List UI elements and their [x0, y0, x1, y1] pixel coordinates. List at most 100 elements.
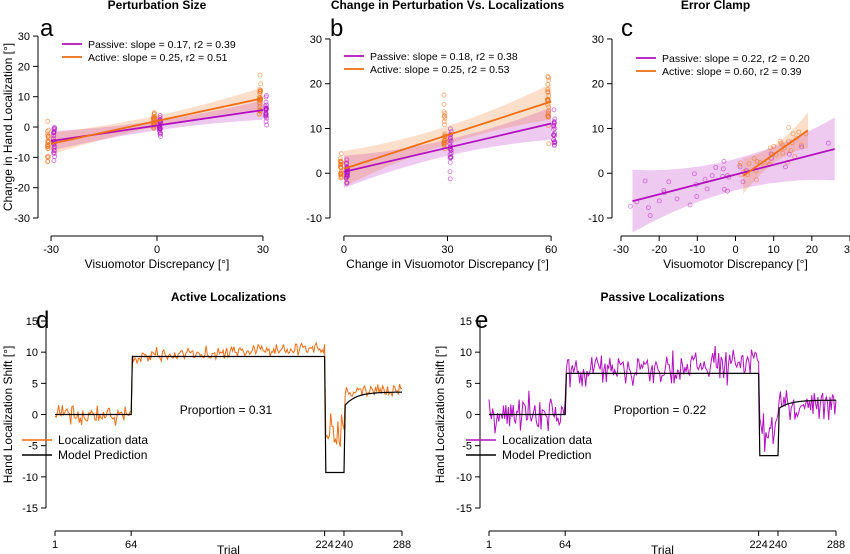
data-point-passive	[448, 135, 454, 141]
legend-entry: Model Prediction	[502, 448, 591, 462]
panel-label: c	[621, 15, 633, 42]
x-axis-label: Trial	[651, 543, 674, 554]
x-tick-label: -10	[689, 244, 705, 256]
y-tick-label: 5	[466, 378, 472, 390]
x-tick-label: -30	[43, 244, 59, 256]
data-point-passive	[51, 130, 57, 136]
data-point-passive	[694, 194, 700, 199]
data-point-active	[788, 148, 794, 154]
data-point-passive	[51, 158, 57, 164]
data-point-active	[45, 154, 51, 160]
data-point-passive	[51, 151, 57, 157]
data-point-active	[338, 170, 344, 176]
data-point-active	[441, 109, 447, 115]
data-point-active	[786, 125, 792, 131]
data-point-active	[545, 110, 551, 116]
data-point-passive	[709, 173, 715, 179]
x-tick-label: 60	[545, 244, 557, 256]
data-point-passive	[551, 132, 557, 137]
data-point-passive	[264, 122, 270, 128]
y-axis-label: Hand Localization Shift [°]	[1, 346, 15, 484]
data-point-active	[546, 141, 552, 147]
data-point-active	[546, 104, 552, 110]
x-tick-label: 64	[559, 539, 571, 551]
panel-label: b	[330, 15, 343, 42]
y-tick-label: 0	[316, 168, 322, 180]
data-point-passive	[656, 198, 662, 204]
data-point-active	[45, 131, 51, 137]
data-point-passive	[344, 174, 350, 180]
panel-c: Error Clamp c -10 0 10 20 30 -30 -20 -10 0 10 20 30 Vi…	[588, 0, 850, 271]
x-tick-label: 1	[52, 539, 58, 551]
chart-title: Perturbation Size	[108, 0, 207, 12]
data-point-passive	[691, 171, 697, 177]
x-tick-label: 30	[844, 244, 850, 256]
data-point-passive	[799, 144, 805, 150]
data-point-passive	[157, 128, 163, 134]
y-tick-label: 30	[592, 34, 604, 46]
legend-entry: Active: slope = 0.60, r2 = 0.39	[662, 66, 802, 78]
y-tick-label: 20	[310, 79, 322, 91]
panel-e: Passive Localizations e -15 -10 -5 0 5 10 15 1 64 2…	[433, 290, 845, 554]
data-point-passive	[674, 196, 680, 202]
x-axis-label: Visuomotor Discrepancy [°]	[85, 257, 230, 271]
data-point-passive	[825, 140, 831, 146]
data-point-active	[777, 138, 783, 144]
data-point-active	[338, 161, 344, 167]
data-point-active	[257, 72, 263, 78]
data-point-passive	[645, 205, 651, 211]
legend-entry: Passive: slope = 0.17, r2 = 0.39	[88, 39, 236, 51]
data-point-passive	[627, 203, 633, 209]
data-point-passive	[551, 142, 557, 148]
data-point-active	[441, 92, 447, 98]
data-point-passive	[52, 154, 58, 159]
data-point-passive	[552, 138, 558, 144]
data-point-passive	[344, 157, 350, 163]
y-tick-label: -30	[14, 213, 30, 225]
data-point-active	[441, 101, 447, 107]
panel-label: e	[475, 307, 488, 334]
legend-entry: Active: slope = 0.25, r2 = 0.53	[370, 64, 510, 76]
data-point-passive	[447, 169, 453, 175]
legend-entry: Localization data	[502, 433, 592, 447]
y-tick-label: 0	[598, 168, 604, 180]
legend-entry: Localization data	[58, 433, 148, 447]
data-point-active	[441, 142, 447, 148]
data-point-passive	[263, 110, 268, 116]
x-axis-label: Visuomotor Discrepancy [°]	[663, 257, 808, 271]
data-point-passive	[51, 127, 57, 133]
x-tick-label: 240	[335, 539, 353, 551]
x-tick-label: 30	[257, 244, 269, 256]
y-tick-label: 0	[24, 122, 30, 134]
data-point-passive	[783, 164, 788, 170]
y-axis-label: Change in Hand Localization [°]	[1, 43, 15, 211]
proportion-annotation: Proportion = 0.22	[614, 403, 707, 417]
data-point-active	[751, 155, 757, 161]
data-point-passive	[720, 166, 726, 172]
y-tick-label: -20	[14, 183, 30, 195]
model-prediction-line	[55, 355, 403, 474]
fit-line-active	[343, 100, 552, 170]
x-tick-label: 0	[154, 244, 160, 256]
data-point-active	[442, 136, 448, 142]
x-tick-label: 64	[125, 539, 137, 551]
data-point-active	[796, 129, 802, 135]
data-point-passive	[642, 178, 648, 184]
x-tick-label: 288	[393, 539, 411, 551]
data-point-active	[545, 87, 551, 93]
y-tick-label: 10	[592, 123, 604, 135]
data-point-active	[441, 119, 447, 124]
data-point-passive	[51, 145, 57, 151]
y-tick-label: 10	[26, 347, 38, 359]
data-point-active	[442, 115, 448, 121]
data-point-active	[737, 162, 743, 168]
data-point-active	[258, 81, 264, 87]
y-tick-label: 20	[592, 79, 604, 91]
x-tick-label: 1	[486, 539, 492, 551]
x-tick-label: -30	[613, 244, 629, 256]
data-point-active	[257, 104, 263, 110]
x-tick-label: -20	[651, 244, 667, 256]
data-point-passive	[263, 114, 269, 119]
data-point-passive	[263, 105, 269, 111]
